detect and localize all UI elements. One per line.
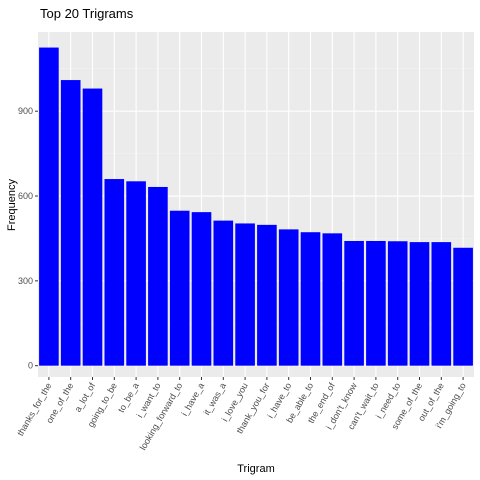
x-axis-ticks: thanks_for_theone_of_thea_lot_ofgoing_to… (15, 377, 468, 452)
y-tick-label: 600 (18, 191, 33, 201)
x-tick-label: thanks_for_the (15, 381, 53, 438)
bar-i'm_going_to (453, 247, 473, 366)
bar-looking_forward_to (169, 210, 190, 366)
bar-be_able_to (300, 232, 321, 366)
bar-it_was_a (213, 220, 234, 366)
bars (39, 47, 473, 366)
bar-thank_you_for (257, 224, 277, 366)
bar-the_end_of (322, 233, 343, 366)
bar-some_of_the (409, 242, 430, 366)
y-axis-ticks: 0 300 600 900 (18, 106, 38, 371)
bar-i_want_to (148, 186, 168, 366)
bar-going_to_be (104, 179, 125, 366)
bar-i_have_to (278, 229, 299, 366)
bar-a_lot_of (82, 88, 103, 366)
bar-i_have_a (191, 212, 212, 366)
plot-panel (38, 32, 474, 377)
bar-out_of_the (431, 242, 452, 366)
y-tick-label: 0 (28, 361, 33, 371)
chart-title: Top 20 Trigrams (40, 6, 134, 21)
bar-to_be_a (126, 181, 146, 366)
y-tick-label: 900 (18, 106, 33, 116)
bar-i_need_to (387, 241, 408, 366)
bar-i_don't_know (344, 240, 364, 366)
bar-can't_wait_to (366, 240, 386, 366)
bar-thanks_for_the (39, 47, 59, 366)
bar-one_of_the (60, 80, 81, 366)
bar-i_love_you (235, 223, 255, 366)
y-tick-label: 300 (18, 276, 33, 286)
y-axis-title: Frequency (6, 179, 18, 231)
x-axis-title: Trigram (237, 463, 274, 475)
